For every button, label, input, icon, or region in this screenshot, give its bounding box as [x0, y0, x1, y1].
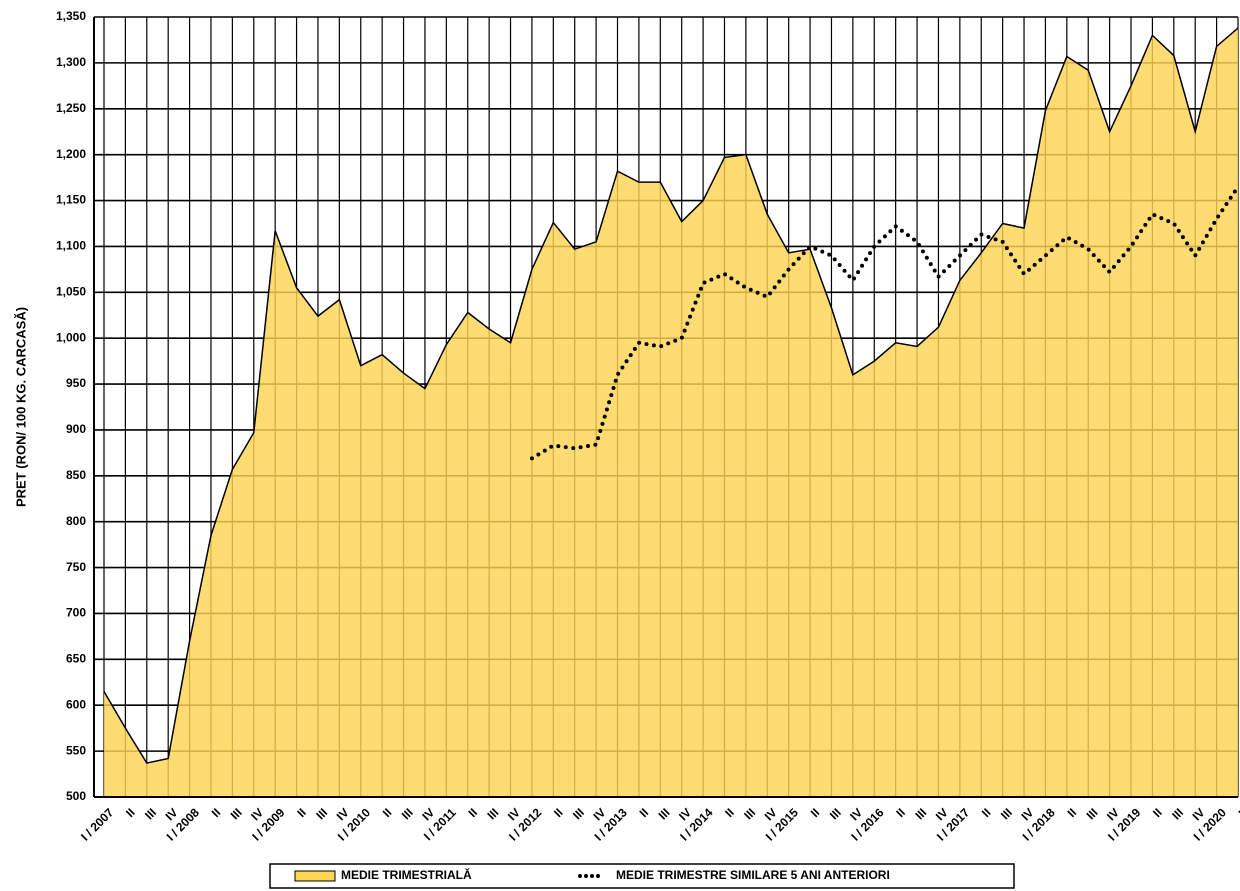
x-tick-label: III [142, 805, 159, 822]
x-tick-label: III [570, 805, 587, 822]
y-axis-label: PRET (RON/ 100 KG. CARCASĂ) [13, 307, 28, 507]
y-tick-label: 1,200 [56, 147, 86, 161]
x-tick-label: I / 2007 [78, 805, 116, 843]
y-tick-label: 1,350 [56, 9, 86, 23]
y-tick-label: 1,000 [56, 330, 86, 344]
y-tick-label: 1,250 [56, 101, 86, 115]
legend-box [269, 863, 1015, 889]
y-tick-label: 900 [66, 422, 86, 436]
y-tick-label: 700 [66, 606, 86, 620]
x-tick-label: III [1169, 805, 1186, 822]
y-tick-label: 1,100 [56, 239, 86, 253]
y-tick-label: 1,050 [56, 284, 86, 298]
x-tick-label: II [380, 805, 395, 820]
x-tick-label: II [1065, 805, 1080, 820]
x-tick-label: II [979, 805, 994, 820]
x-tick-label: III [912, 805, 929, 822]
y-tick-label: 500 [66, 789, 86, 803]
y-tick-label: 950 [66, 376, 86, 390]
x-tick-label: II [1150, 805, 1165, 820]
x-tick-label: III [827, 805, 844, 822]
x-tick-label: III [741, 805, 758, 822]
dotted-line [529, 184, 1240, 461]
area-line [103, 27, 1239, 764]
x-tick-label: III [313, 805, 330, 822]
x-tick-label: II [551, 805, 566, 820]
x-tick-label: III [399, 805, 416, 822]
x-tick-label: III [1084, 805, 1101, 822]
x-tick-label: III [998, 805, 1015, 822]
y-tick-label: 850 [66, 468, 86, 482]
x-tick-label: III [228, 805, 245, 822]
y-tick-label: 1,150 [56, 193, 86, 207]
legend-swatch [294, 870, 336, 882]
y-tick-label: 750 [66, 560, 86, 574]
x-tick-label: II [893, 805, 908, 820]
y-tick-label: 550 [66, 743, 86, 757]
area-fill [104, 28, 1238, 797]
legend-label: MEDIE TRIMESTRIALĂ [341, 867, 472, 882]
y-tick-label: 650 [66, 652, 86, 666]
x-tick-label: II [808, 805, 823, 820]
y-tick-label: 800 [66, 514, 86, 528]
x-tick-label: II [209, 805, 224, 820]
x-tick-label: III [484, 805, 501, 822]
x-tick-label: II [637, 805, 652, 820]
x-tick-label: II [123, 805, 138, 820]
x-tick-label: II [722, 805, 737, 820]
x-tick-label: II [465, 805, 480, 820]
y-tick-label: 1,300 [56, 55, 86, 69]
x-tick-label: II [294, 805, 309, 820]
x-tick-label: II [1236, 805, 1240, 820]
y-tick-label: 600 [66, 697, 86, 711]
legend-label: MEDIE TRIMESTRE SIMILARE 5 ANI ANTERIORI [616, 868, 890, 882]
x-tick-label: III [656, 805, 673, 822]
